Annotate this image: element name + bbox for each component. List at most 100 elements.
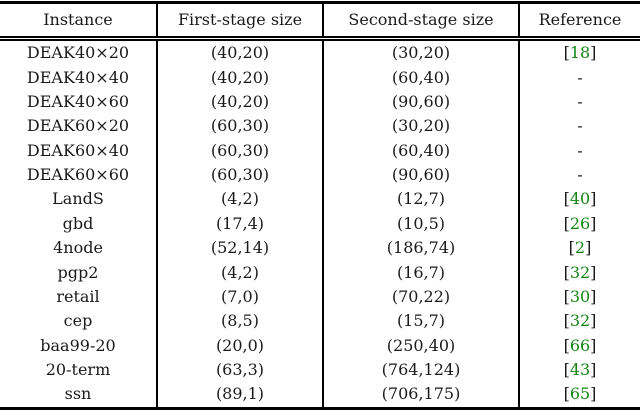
table-row: gbd (17,4) (10,5) [26] xyxy=(0,211,640,236)
table-row: retail (7,0) (70,22) [30] xyxy=(0,284,640,310)
citation-link[interactable]: 66 xyxy=(569,335,591,355)
citation-bracket-close: ] xyxy=(590,43,597,63)
second-stage-size-cell: (10,5) xyxy=(322,211,519,236)
first-stage-size-cell: (60,30) xyxy=(156,138,323,163)
citation-link[interactable]: 32 xyxy=(569,262,591,282)
citation-bracket-open: [ xyxy=(563,43,570,63)
citation-bracket-open: [ xyxy=(563,189,570,209)
no-reference-dash: - xyxy=(577,140,583,160)
column-header-second-stage: Second-stage size xyxy=(322,2,519,41)
citation-bracket-close: ] xyxy=(590,335,597,355)
citation-bracket-open: [ xyxy=(563,286,570,306)
reference-cell: - xyxy=(518,138,640,163)
second-stage-size-cell: (30,20) xyxy=(322,38,519,66)
second-stage-size-cell: (60,40) xyxy=(322,138,519,163)
table-row: DEAK40×40 (40,20) (60,40) - xyxy=(0,65,640,90)
citation-bracket-open: [ xyxy=(563,311,570,331)
table-row: DEAK40×60 (40,20) (90,60) - xyxy=(0,89,640,115)
first-stage-size-cell: (20,0) xyxy=(156,333,323,358)
reference-cell: [65] xyxy=(518,382,640,409)
reference-cell: [30] xyxy=(518,284,640,310)
reference-cell: [18] xyxy=(518,38,640,66)
table-body: DEAK40×20 (40,20) (30,20) [18] DEAK40×40 (40,… xyxy=(0,38,640,409)
second-stage-size-cell: (90,60) xyxy=(322,89,519,115)
citation-bracket-open: [ xyxy=(563,262,570,282)
first-stage-size-cell: (60,30) xyxy=(156,114,323,139)
first-stage-size-cell: (17,4) xyxy=(156,211,323,236)
citation-link[interactable]: 30 xyxy=(569,286,591,306)
instance-cell: LandS xyxy=(52,189,104,209)
reference-cell: [43] xyxy=(518,357,640,383)
citation-link[interactable]: 26 xyxy=(569,213,591,233)
citation-link[interactable]: 43 xyxy=(569,360,591,380)
instance-cell: 4node xyxy=(53,238,103,258)
no-reference-dash: - xyxy=(577,116,583,136)
first-stage-size-cell: (40,20) xyxy=(156,89,323,115)
table-row: 20-term (63,3) (764,124) [43] xyxy=(0,357,640,383)
table-row: DEAK60×20 (60,30) (30,20) - xyxy=(0,114,640,139)
citation-bracket-close: ] xyxy=(585,238,592,258)
instance-cell: DEAK60×40 xyxy=(26,140,130,160)
instance-cell: cep xyxy=(63,311,93,331)
first-stage-size-cell: (7,0) xyxy=(156,284,323,310)
citation-bracket-open: [ xyxy=(563,384,570,404)
second-stage-size-cell: (30,20) xyxy=(322,114,519,139)
reference-cell: [32] xyxy=(518,260,640,285)
table-row: ssn (89,1) (706,175) [65] xyxy=(0,382,640,409)
first-stage-size-cell: (40,20) xyxy=(156,38,323,66)
instance-cell: retail xyxy=(56,286,100,306)
first-stage-size-cell: (4,2) xyxy=(156,260,323,285)
citation-bracket-open: [ xyxy=(563,360,570,380)
second-stage-size-cell: (16,7) xyxy=(322,260,519,285)
first-stage-size-cell: (89,1) xyxy=(156,382,323,409)
header-row: Instance First-stage size Second-stage s… xyxy=(0,2,640,41)
instance-cell: DEAK40×40 xyxy=(26,67,130,87)
table-row: pgp2 (4,2) (16,7) [32] xyxy=(0,260,640,285)
instance-cell: ssn xyxy=(64,384,92,404)
reference-cell: [26] xyxy=(518,211,640,236)
table-row: LandS (4,2) (12,7) [40] xyxy=(0,187,640,212)
instance-cell: gbd xyxy=(62,213,94,233)
citation-bracket-open: [ xyxy=(563,335,570,355)
instances-table: Instance First-stage size Second-stage s… xyxy=(0,1,640,410)
citation-bracket-close: ] xyxy=(590,360,597,380)
first-stage-size-cell: (60,30) xyxy=(156,162,323,188)
reference-cell: - xyxy=(518,65,640,90)
first-stage-size-cell: (52,14) xyxy=(156,236,323,261)
reference-cell: - xyxy=(518,89,640,115)
second-stage-size-cell: (186,74) xyxy=(322,236,519,261)
citation-bracket-close: ] xyxy=(590,311,597,331)
reference-cell: [66] xyxy=(518,333,640,358)
no-reference-dash: - xyxy=(577,91,583,111)
instance-cell: baa99-20 xyxy=(40,335,116,355)
second-stage-size-cell: (12,7) xyxy=(322,187,519,212)
citation-bracket-open: [ xyxy=(568,238,575,258)
reference-cell: [2] xyxy=(518,236,640,261)
citation-link[interactable]: 40 xyxy=(569,189,591,209)
instance-cell: DEAK40×20 xyxy=(26,43,130,63)
instance-cell: DEAK60×20 xyxy=(26,116,130,136)
first-stage-size-cell: (8,5) xyxy=(156,309,323,334)
second-stage-size-cell: (764,124) xyxy=(322,357,519,383)
second-stage-size-cell: (706,175) xyxy=(322,382,519,409)
citation-link[interactable]: 2 xyxy=(574,238,586,258)
first-stage-size-cell: (40,20) xyxy=(156,65,323,90)
citation-link[interactable]: 65 xyxy=(569,384,591,404)
citation-link[interactable]: 32 xyxy=(569,311,591,331)
second-stage-size-cell: (60,40) xyxy=(322,65,519,90)
instance-cell: pgp2 xyxy=(57,262,99,282)
reference-cell: [32] xyxy=(518,309,640,334)
column-header-instance: Instance xyxy=(0,2,157,41)
table-row: DEAK40×20 (40,20) (30,20) [18] xyxy=(0,38,640,66)
instance-cell: 20-term xyxy=(45,360,111,380)
table-row: DEAK60×60 (60,30) (90,60) - xyxy=(0,162,640,188)
table-row: cep (8,5) (15,7) [32] xyxy=(0,309,640,334)
no-reference-dash: - xyxy=(577,165,583,185)
citation-link[interactable]: 18 xyxy=(569,43,591,63)
column-header-first-stage: First-stage size xyxy=(156,2,323,41)
citation-bracket-open: [ xyxy=(563,213,570,233)
second-stage-size-cell: (90,60) xyxy=(322,162,519,188)
citation-bracket-close: ] xyxy=(590,189,597,209)
instance-cell: DEAK60×60 xyxy=(26,165,130,185)
second-stage-size-cell: (70,22) xyxy=(322,284,519,310)
